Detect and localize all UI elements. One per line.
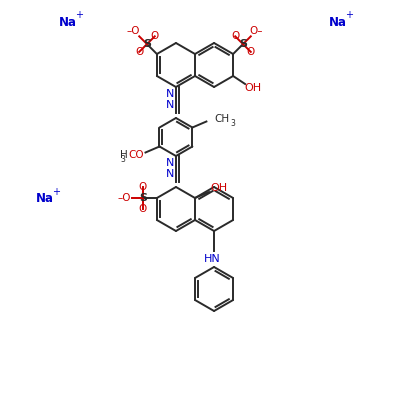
Text: O: O: [135, 47, 143, 57]
Text: O: O: [247, 47, 255, 57]
Text: HN: HN: [204, 254, 220, 264]
Text: +: +: [345, 10, 353, 20]
Text: N: N: [166, 158, 174, 168]
Text: 3: 3: [230, 119, 235, 128]
Text: H: H: [120, 150, 128, 160]
Text: Na: Na: [329, 16, 347, 28]
Text: N: N: [166, 89, 174, 99]
Text: +: +: [52, 187, 60, 197]
Text: +: +: [75, 10, 83, 20]
Text: N: N: [166, 100, 174, 110]
Text: N: N: [166, 169, 174, 179]
Text: O–: O–: [250, 26, 263, 36]
Text: O: O: [231, 31, 239, 41]
Text: S: S: [239, 39, 247, 49]
Text: OH: OH: [210, 183, 228, 193]
Text: O: O: [139, 204, 147, 214]
Text: S: S: [143, 39, 151, 49]
Text: CH: CH: [215, 114, 230, 124]
Text: O: O: [139, 182, 147, 192]
Text: S: S: [139, 193, 147, 203]
Text: CO: CO: [128, 150, 144, 160]
Text: OH: OH: [244, 83, 262, 93]
Text: 3: 3: [121, 155, 126, 164]
Text: –O: –O: [127, 26, 140, 36]
Text: –O: –O: [117, 193, 131, 203]
Text: O: O: [151, 31, 159, 41]
Text: Na: Na: [59, 16, 77, 28]
Text: Na: Na: [36, 192, 54, 206]
